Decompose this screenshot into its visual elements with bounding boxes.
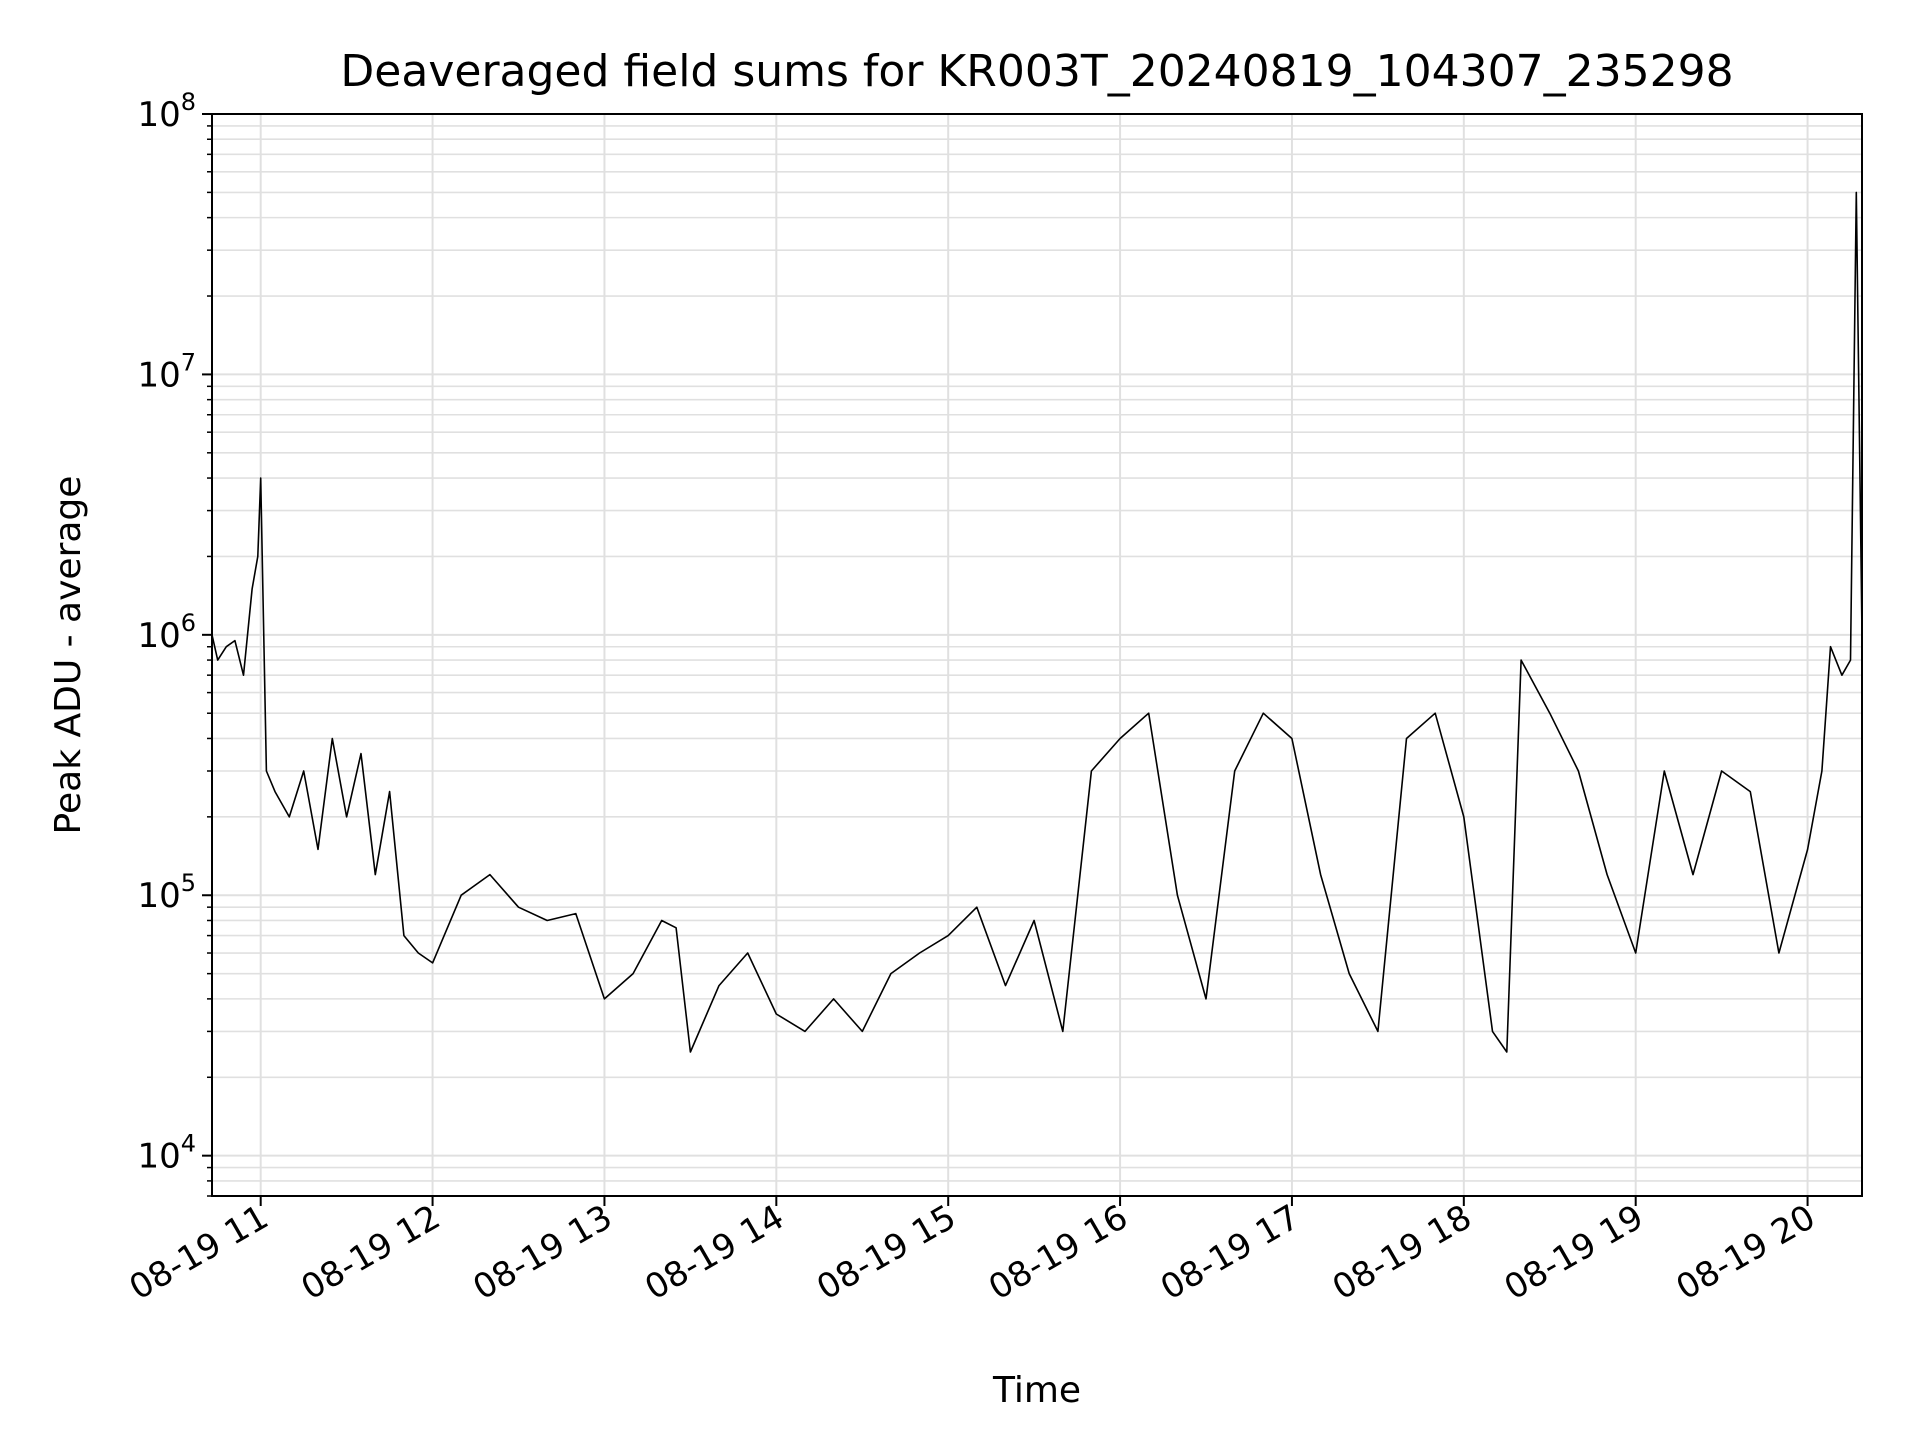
y-tick-label: 107	[137, 348, 196, 395]
y-tick-label: 105	[137, 869, 196, 916]
x-axis-label: Time	[992, 1370, 1081, 1411]
series-line	[211, 191, 1863, 1053]
y-axis-label: Peak ADU - average	[48, 476, 89, 835]
y-tick-label: 108	[137, 88, 196, 135]
plot-frame	[211, 113, 1863, 1197]
y-tick-label: 106	[137, 609, 196, 656]
series-layer	[211, 191, 1863, 1053]
y-tick-label: 104	[137, 1130, 196, 1177]
grid	[212, 113, 1862, 1197]
chart-title: Deaveraged field sums for KR003T_2024081…	[340, 46, 1733, 97]
